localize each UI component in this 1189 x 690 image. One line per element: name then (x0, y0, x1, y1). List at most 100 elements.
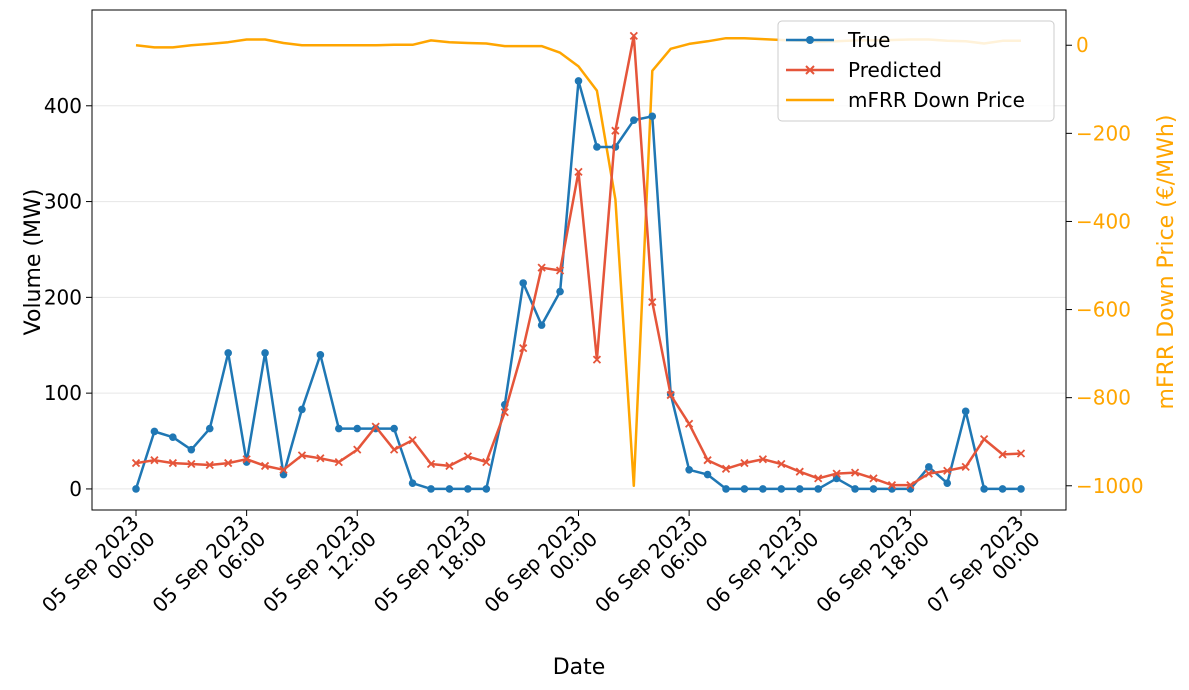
y-axis-right: 0 −200 −400 −600 −800 −1000 (1066, 33, 1144, 498)
point-true-19 (482, 485, 491, 493)
point-true-14 (390, 424, 398, 433)
point-true-47 (998, 485, 1007, 493)
point-predicted-19 (482, 457, 491, 467)
point-true-46 (980, 485, 988, 493)
legend-entry-price: mFRR Down Price (786, 88, 1025, 112)
legend-box (777, 20, 1055, 122)
y-tick-label-4: 400 (44, 94, 82, 118)
point-predicted-42 (906, 480, 915, 490)
point-predicted-1 (150, 456, 159, 465)
point-true-2 (169, 433, 177, 442)
point-predicted-36 (795, 467, 804, 476)
grid (92, 105, 1066, 490)
point-predicted-41 (887, 480, 897, 490)
point-predicted-33 (740, 458, 749, 468)
point-predicted-26 (611, 126, 620, 135)
x-tick-label-text-0: 05 Sep 202300:00 (37, 511, 160, 634)
y2-tick-label-3: −600 (1076, 298, 1131, 322)
point-true-23 (556, 287, 564, 296)
point-predicted-18 (463, 452, 473, 461)
point-predicted-15 (408, 435, 417, 445)
point-true-44 (943, 479, 952, 487)
plot-area (131, 31, 1026, 493)
y2-tick-label-5: −1000 (1076, 474, 1144, 498)
point-predicted-8 (279, 465, 288, 474)
point-predicted-32 (721, 464, 731, 473)
point-true-32 (722, 485, 730, 493)
point-predicted-35 (777, 459, 786, 469)
point-true-4 (205, 424, 214, 433)
point-true-39 (851, 485, 859, 493)
legend-label-true: True (847, 28, 890, 52)
point-true-5 (224, 349, 232, 357)
point-predicted-7 (260, 461, 270, 471)
point-predicted-11 (334, 457, 343, 467)
x-tick-label-5: 06 Sep 202306:00 (590, 511, 713, 618)
point-predicted-43 (924, 469, 933, 478)
point-predicted-27 (629, 31, 638, 40)
point-true-25 (593, 143, 601, 151)
x-tick-label-text-3: 05 Sep 202318:00 (369, 511, 492, 634)
y-tick-label-0: 0 (69, 477, 82, 501)
point-predicted-2 (168, 458, 178, 468)
point-true-27 (630, 116, 638, 124)
x-tick-label-text-4: 06 Sep 202300:00 (479, 511, 602, 634)
legend-label-price: mFRR Down Price (848, 88, 1025, 112)
point-predicted-44 (943, 466, 952, 475)
point-predicted-5 (224, 458, 233, 468)
point-predicted-4 (205, 460, 214, 470)
y-axis-label: Volume (MW) (21, 189, 46, 336)
y-axis-left: 0 100 200 300 400 (44, 94, 92, 501)
legend: True Predicted mFRR Down Price (777, 20, 1055, 122)
point-true-40 (869, 485, 878, 493)
point-predicted-31 (703, 456, 712, 465)
x-tick-label-text-8: 07 Sep 202300:00 (922, 511, 1045, 634)
point-true-34 (759, 485, 767, 493)
point-true-35 (777, 485, 786, 493)
x-tick-label-0: 05 Sep 202300:00 (37, 511, 160, 634)
series-line-true (134, 79, 1021, 491)
legend-entry-true: True (786, 28, 890, 52)
point-true-12 (353, 424, 362, 433)
y2-tick-label-0: 0 (1076, 33, 1089, 57)
point-true-24 (574, 77, 583, 85)
point-true-33 (740, 485, 749, 493)
point-true-11 (335, 424, 343, 433)
point-predicted-40 (869, 474, 878, 483)
point-true-22 (537, 321, 546, 329)
point-predicted-39 (850, 468, 860, 477)
legend-marker-true (806, 36, 814, 44)
point-true-30 (685, 465, 693, 474)
x-tick-label-2: 05 Sep 202312:00 (258, 511, 381, 634)
point-true-43 (925, 463, 933, 471)
x-tick-label-text-6: 06 Sep 202312:00 (701, 511, 824, 634)
x-tick-label-4: 06 Sep 202300:00 (479, 511, 602, 634)
point-true-9 (298, 405, 306, 414)
legend-marker-predicted (805, 65, 815, 75)
point-predicted-24 (574, 167, 583, 177)
point-true-21 (519, 279, 527, 287)
point-true-16 (427, 485, 435, 493)
point-predicted-37 (814, 474, 823, 483)
x-tick-label-text-2: 05 Sep 202312:00 (258, 511, 381, 634)
point-predicted-22 (537, 263, 546, 272)
point-true-17 (445, 485, 454, 493)
point-true-15 (408, 479, 417, 487)
point-predicted-47 (998, 450, 1007, 459)
point-true-7 (261, 349, 269, 357)
point-predicted-9 (297, 451, 307, 460)
x-tick-label-3: 05 Sep 202318:00 (369, 511, 492, 634)
point-predicted-30 (684, 419, 694, 428)
point-true-1 (150, 427, 159, 436)
point-true-3 (187, 445, 196, 454)
x-tick-label-1: 05 Sep 202306:00 (148, 511, 271, 618)
legend-label-predicted: Predicted (848, 58, 942, 82)
point-predicted-10 (316, 454, 325, 463)
point-predicted-48 (1016, 449, 1026, 458)
point-predicted-6 (242, 455, 251, 464)
point-true-45 (961, 407, 970, 416)
point-predicted-12 (353, 445, 362, 454)
point-predicted-46 (979, 434, 989, 444)
